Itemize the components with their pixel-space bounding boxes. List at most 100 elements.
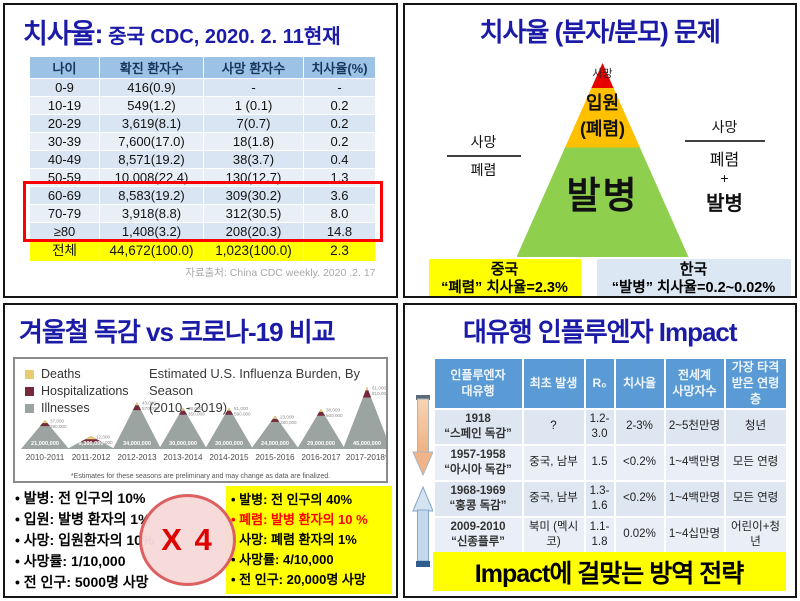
table-cell: 0.4: [303, 150, 376, 169]
column-header: 전세계 사망자수: [663, 357, 726, 410]
cfr-table-header-row: 나이 확진 환자수 사망 환자수 치사율(%): [29, 56, 376, 79]
list-item: • 발병: 전 인구의 40%: [231, 492, 353, 507]
table-cell: 3,918(8.8): [99, 204, 204, 223]
table-cell: 14.8: [303, 222, 376, 241]
table-row: ≥80 1,408(3.2) 208(20.3) 14.8: [29, 222, 376, 241]
svg-text:51,000: 51,000: [234, 406, 248, 411]
table-cell: 40-49: [29, 150, 100, 169]
table-row: 70-79 3,918(8.8) 312(30.5) 8.0: [29, 204, 376, 223]
table-cell: 130(12.7): [203, 168, 304, 187]
table-cell: 10,008(22.4): [99, 168, 204, 187]
table-cell: 1,023(100.0): [203, 240, 304, 262]
fraction-numerator: 사망: [684, 117, 765, 142]
column-header: 최초 발생: [521, 357, 586, 410]
legend-item: Hospitalizations: [25, 384, 129, 398]
table-cell: 30-39: [29, 132, 100, 151]
fraction-denominator-1: 폐렴: [709, 152, 740, 169]
fraction-denominator: 폐렴: [470, 162, 497, 178]
svg-text:2014-2015: 2014-2015: [209, 453, 249, 462]
legend-label: Illnesses: [41, 401, 90, 415]
svg-text:30,000,000: 30,000,000: [215, 441, 243, 447]
table-cell: <0.2%: [613, 479, 666, 518]
table-cell: 1 (0.1): [203, 96, 304, 115]
table-cell: 3,619(8.1): [99, 114, 204, 133]
table-cell: 중국, 남부: [521, 443, 586, 482]
table-row: 1968-1969 “홍콩 독감” 중국, 남부 1.3- 1.6 <0.2% 1~4백만명…: [432, 479, 788, 518]
cfr-table: 나이 확진 환자수 사망 환자수 치사율(%) 0-9 416(0.9) - -10-19 5…: [29, 56, 376, 262]
svg-text:280,000: 280,000: [280, 420, 297, 425]
table-cell: 10-19: [29, 96, 100, 115]
svg-text:21,000,000: 21,000,000: [31, 441, 59, 447]
fraction-denominator-2: 발병: [706, 193, 743, 215]
table-cell: 1.3: [303, 168, 376, 187]
x4-multiplier-badge: X 4: [139, 494, 236, 586]
korea-label: 한국: [679, 261, 708, 278]
table-cell: 2~5천만명: [663, 407, 726, 446]
svg-text:2013-2014: 2013-2014: [163, 453, 203, 462]
down-arrow-icon: [411, 395, 434, 477]
svg-text:2010-2011: 2010-2011: [26, 453, 65, 462]
table-cell: 2-3%: [613, 407, 666, 446]
panel-cfr-pyramid: 치사율 (분자/분모) 문제 사망 입원 (폐렴) 발병 사망 폐렴 사망 폐렴…: [402, 3, 797, 298]
comparison-bullets-area: • 발병: 전 인구의 10% • 입원: 발병 환자의 1% • 사망: 입원환자…: [5, 486, 396, 596]
list-item: • 사망: 폐렴 환자의 1%: [231, 532, 357, 547]
legend-label: Hospitalizations: [41, 384, 129, 398]
chart-legend: Deaths Hospitalizations Illnesses: [25, 367, 129, 418]
column-header: 나이: [29, 56, 100, 79]
table-cell: 7(0.7): [203, 114, 304, 133]
pyramid-tip-label: 사망: [592, 68, 613, 80]
pyramid-base-label: 발병: [566, 175, 639, 216]
cfr-table-body: 0-9 416(0.9) - -10-19 549(1.2) 1 (0.1) 0.2 20-2…: [29, 78, 376, 262]
legend-swatch-icon: [25, 403, 34, 413]
chart-title-line2: (2010 - 2019): [149, 399, 228, 415]
korea-cfr-value: “발병” 치사율=0.2~0.02%: [611, 280, 776, 296]
svg-text:590,000: 590,000: [234, 412, 251, 417]
table-cell: 309(30.2): [203, 186, 304, 205]
list-item: • 사망: 입원환자의 10%: [15, 532, 155, 548]
table-cell: 1.3- 1.6: [583, 479, 616, 518]
table-row: 1918 “스페인 독감”? 1.2- 3.0 2-3% 2~5천만명 청년: [432, 407, 788, 446]
table-cell: 18(1.8): [203, 132, 304, 151]
table-cell: 0.02%: [613, 515, 666, 554]
table-cell: 북미 (멕시코): [521, 515, 586, 554]
table-row: 20-29 3,619(8.1) 7(0.7) 0.2: [29, 114, 376, 133]
svg-text:810,000: 810,000: [372, 391, 386, 396]
influenza-burden-chart-panel: Deaths Hospitalizations Illnesses Estimate…: [13, 357, 388, 483]
table-row: 0-9 416(0.9) - -: [29, 78, 376, 97]
table-cell: 60-69: [29, 186, 100, 205]
table-cell: 2009-2010 “신종플루”: [432, 515, 524, 554]
table-cell: 1~4백만명: [663, 443, 726, 482]
china-fraction: 사망 폐렴: [446, 132, 521, 180]
table-cell: 1968-1969 “홍콩 독감”: [432, 479, 524, 518]
list-item: • 폐렴: 발병 환자의 10 %: [231, 512, 368, 527]
table-cell: 50-59: [29, 168, 100, 187]
title-cfr: 치사율:: [23, 19, 104, 49]
table-cell: 20-29: [29, 114, 100, 133]
total-row: 전체 44,672(100.0) 1,023(100.0) 2.3: [29, 240, 376, 262]
table-cell: 전체: [29, 240, 100, 262]
table-cell: 70-79: [29, 204, 100, 223]
svg-text:30,000,000: 30,000,000: [169, 441, 197, 447]
panel-title: 겨울철 독감 vs 코로나-19 비교: [19, 317, 336, 347]
svg-text:9,300,000: 9,300,000: [79, 441, 104, 447]
table-cell: -: [303, 78, 376, 97]
panel-title: 대유행 인플루엔자 Impact: [462, 317, 738, 347]
table-cell: 8,583(19.2): [99, 186, 204, 205]
up-arrow-icon: [411, 485, 434, 567]
svg-text:29,000,000: 29,000,000: [307, 441, 335, 447]
table-cell: 어린이+청년: [723, 515, 788, 554]
data-source-note: 자료출처: China CDC weekly. 2020 .2. 17: [185, 267, 376, 279]
table-cell: 38(3.7): [203, 150, 304, 169]
table-cell: 1~4십만명: [663, 515, 726, 554]
legend-item: Deaths: [25, 367, 129, 381]
table-row: 60-69 8,583(19.2) 309(30.2) 3.6: [29, 186, 376, 205]
corona-bullet-list: • 발병: 전 인구의 40% • 폐렴: 발병 환자의 10 % • 사망: 폐렴…: [226, 486, 392, 594]
table-cell: 0.2: [303, 114, 376, 133]
svg-text:38,000: 38,000: [188, 406, 202, 411]
table-cell: 0-9: [29, 78, 100, 97]
table-cell: 1.1- 1.8: [583, 515, 616, 554]
table-row: 10-19 549(1.2) 1 (0.1) 0.2: [29, 96, 376, 115]
china-label: 중국: [490, 261, 519, 278]
svg-text:37,000: 37,000: [50, 419, 64, 424]
